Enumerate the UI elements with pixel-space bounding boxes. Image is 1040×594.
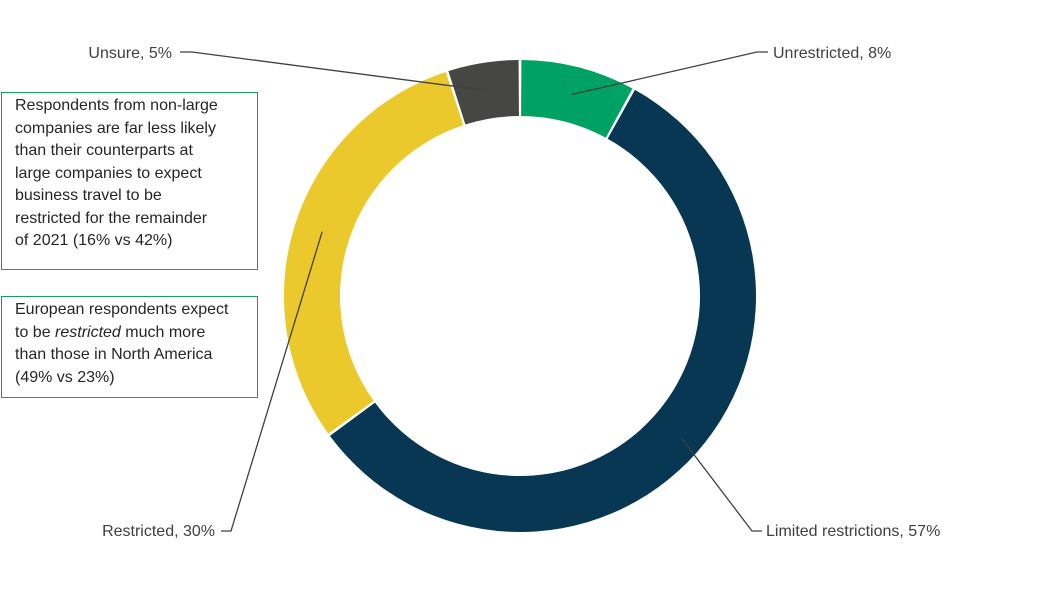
leader-line-restricted [221,231,323,532]
label-unrestricted: Unrestricted, 8% [773,45,891,62]
slice-unsure [448,60,519,125]
note-line: large companies to expect [15,164,202,182]
leader-lines [180,51,768,532]
leader-line-unrestricted [571,51,768,96]
slice-labels: Unrestricted, 8% Limited restrictions, 5… [88,45,940,540]
note-box-region: European respondents expect to be restri… [1,296,258,398]
label-limited-restrictions: Limited restrictions, 57% [766,523,940,540]
slice-unrestricted [521,60,633,138]
note-line: restricted for the remainder [15,209,208,227]
note-line: than those in North America [15,346,213,363]
slice-restricted [284,71,464,434]
note-box-company-size: Respondents from non-large companies are… [1,92,258,270]
note-line: Respondents from non-large [15,97,218,114]
note-line: of 2021 (16% vs 42%) [15,232,173,249]
note-text: much more [120,323,206,341]
note-line: to be restricted much more [15,322,249,345]
slice-limited-restrictions [329,89,756,532]
note-line: European respondents expect [15,301,229,318]
note-line: (49% vs 23%) [15,368,115,386]
label-unsure: Unsure, 5% [88,45,172,62]
note-line: than their counterparts at [15,142,193,159]
leader-line-limited-restrictions [681,438,762,532]
note-emphasis: restricted [55,323,121,341]
note-line: business travel to be [15,187,162,204]
note-text: to be [15,323,56,341]
note-line: companies are far less likely [15,119,216,137]
donut-slices [284,60,756,532]
label-restricted: Restricted, 30% [102,523,215,540]
leader-line-unsure [180,51,488,92]
